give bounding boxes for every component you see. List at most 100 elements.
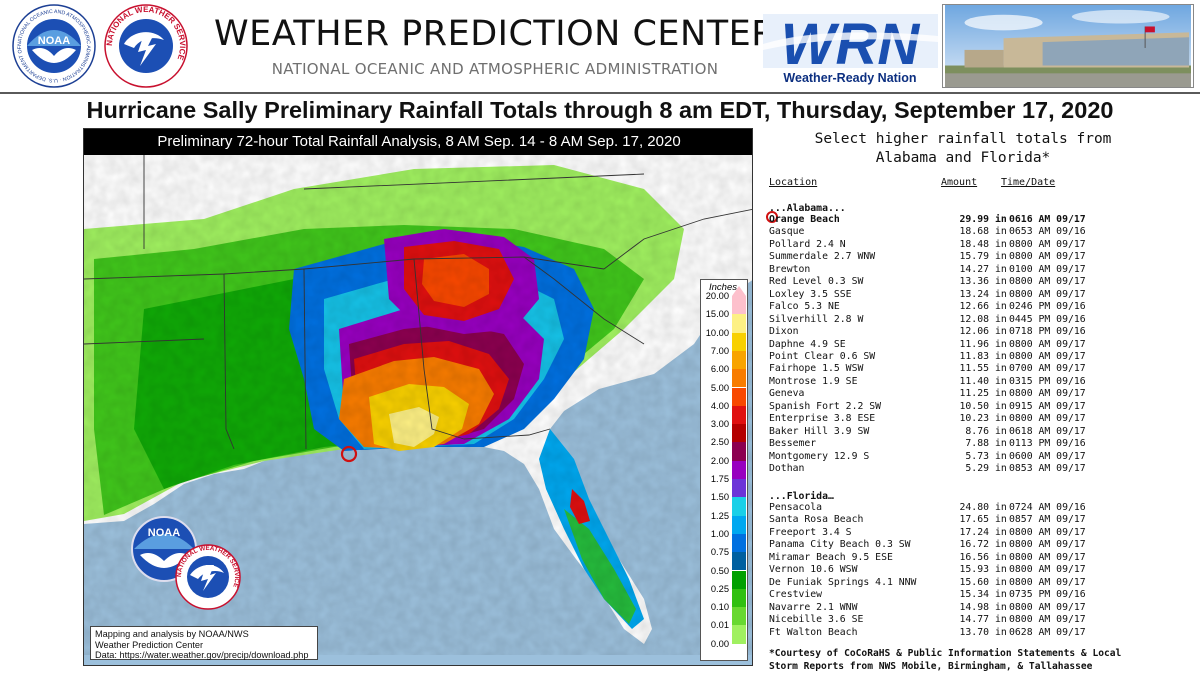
- cell-unit: in: [995, 601, 1007, 613]
- cell-location: Daphne 4.9 SE: [769, 338, 846, 350]
- cell-amount: 12.06: [959, 326, 990, 338]
- svg-text:WRN: WRN: [781, 12, 921, 77]
- cell-location: Geneva: [769, 388, 805, 400]
- legend-swatch: [732, 314, 746, 333]
- map-nws-inset-icon: NATIONAL WEATHER SERVICE: [175, 544, 241, 610]
- cell-amount: 10.50: [959, 400, 990, 412]
- legend-label: 5.00: [710, 382, 729, 393]
- legend-swatch: [732, 424, 746, 443]
- cell-location: Montrose 1.9 SE: [769, 375, 858, 387]
- cell-amount: 13.70: [959, 626, 990, 638]
- table-row: Navarre 2.1 WNW 14.98 in 0800 AM 09/17: [769, 602, 1189, 614]
- legend-swatch: [732, 588, 746, 608]
- cell-time: 0800 AM 09/17: [1009, 551, 1086, 563]
- table-row: Loxley 3.5 SSE 13.24 in 0800 AM 09/17: [769, 289, 1189, 301]
- cell-unit: in: [995, 438, 1007, 450]
- main-title: Hurricane Sally Preliminary Rainfall Tot…: [86, 97, 1114, 123]
- cell-amount: 15.34: [959, 589, 990, 601]
- section-title-alabama: ...Alabama...: [769, 203, 846, 214]
- cell-time: 0445 PM 09/16: [1009, 313, 1086, 325]
- legend-swatch: [732, 387, 746, 406]
- table-row: De Funiak Springs 4.1 NNW 15.60 in 0800 AM …: [769, 577, 1189, 589]
- cell-amount: 10.23: [959, 413, 990, 425]
- cell-amount: 11.40: [959, 375, 990, 387]
- legend-label: 1.50: [710, 492, 729, 503]
- cell-location: Spanish Fort 2.2 SW: [769, 400, 882, 412]
- cell-amount: 12.08: [959, 313, 990, 325]
- cell-location: Vernon 10.6 WSW: [769, 564, 858, 576]
- cell-unit: in: [995, 263, 1007, 275]
- table-footnote: *Courtesy of CoCoRaHS & Public Informati…: [769, 648, 1189, 673]
- cell-time: 0800 AM 09/17: [1009, 601, 1086, 613]
- svg-text:NOAA: NOAA: [38, 35, 70, 47]
- table-row: Pollard 2.4 N 18.48 in 0800 AM 09/17: [769, 239, 1189, 251]
- cell-time: 0600 AM 09/17: [1009, 450, 1086, 462]
- legend-label: 7.00: [710, 345, 729, 356]
- legend-swatch: [732, 350, 746, 370]
- table-row: Dothan 5.29 in 0853 AM 09/17: [769, 463, 1189, 475]
- table-row: Orange Beach 29.99 in 0616 AM 09/17: [769, 214, 1189, 226]
- legend-swatch: [732, 607, 746, 626]
- cell-time: 0800 AM 09/17: [1009, 564, 1086, 576]
- table-row: Point Clear 0.6 SW 11.83 in 0800 AM 09/17: [769, 351, 1189, 363]
- cell-time: 0735 PM 09/16: [1009, 589, 1086, 601]
- rainfall-map-canvas: NOAA NATIONAL WEATHER SERVICE: [84, 129, 752, 665]
- cell-location: Montgomery 12.9 S: [769, 450, 870, 462]
- table-row: Dixon 12.06 in 0718 PM 09/16: [769, 326, 1189, 338]
- cell-location: Pollard 2.4 N: [769, 238, 846, 250]
- cell-unit: in: [995, 551, 1007, 563]
- cell-amount: 17.24: [959, 526, 990, 538]
- cell-time: 0800 AM 09/17: [1009, 388, 1086, 400]
- table-row: Panama City Beach 0.3 SW 16.72 in 0800 AM 0…: [769, 539, 1189, 551]
- cell-unit: in: [995, 564, 1007, 576]
- credit-line: Data: https://water.weather.gov/precip/d…: [95, 650, 309, 660]
- state-borders: [84, 155, 752, 450]
- cell-time: 0800 AM 09/17: [1009, 539, 1086, 551]
- cell-amount: 11.55: [959, 363, 990, 375]
- footnote-line: Storm Reports from NWS Mobile, Birmingha…: [769, 660, 1093, 672]
- cell-amount: 15.60: [959, 576, 990, 588]
- cell-location: Fairhope 1.5 WSW: [769, 363, 864, 375]
- cell-time: 0800 AM 09/17: [1009, 288, 1086, 300]
- cell-location: Panama City Beach 0.3 SW: [769, 539, 911, 551]
- cell-unit: in: [995, 425, 1007, 437]
- cell-unit: in: [995, 326, 1007, 338]
- cell-location: Red Level 0.3 SW: [769, 276, 864, 288]
- column-header-location: Location: [769, 177, 818, 188]
- cell-location: Pensacola: [769, 502, 823, 513]
- cell-unit: in: [995, 626, 1007, 638]
- rainfall-table: Select higher rainfall totals from Alaba…: [763, 128, 1193, 673]
- legend-swatch: [732, 296, 746, 315]
- table-row: Daphne 4.9 SE 11.96 in 0800 AM 09/17: [769, 339, 1189, 351]
- cell-location: Crestview: [769, 589, 823, 601]
- table-row: Montgomery 12.9 S 5.73 in 0600 AM 09/17: [769, 451, 1189, 463]
- cell-time: 0724 AM 09/16: [1009, 502, 1086, 513]
- table-row: Silverhill 2.8 W 12.08 in 0445 PM 09/16: [769, 314, 1189, 326]
- table-row: Spanish Fort 2.2 SW 10.50 in 0915 AM 09/17: [769, 401, 1189, 413]
- cell-unit: in: [995, 363, 1007, 375]
- cell-location: Point Clear 0.6 SW: [769, 350, 876, 362]
- cell-location: Brewton: [769, 263, 811, 275]
- legend-label: 1.75: [710, 474, 729, 484]
- cell-amount: 14.77: [959, 614, 990, 626]
- legend-title: Inches: [709, 282, 737, 293]
- table-row: Freeport 3.4 S 17.24 in 0800 AM 09/17: [769, 527, 1189, 539]
- legend-label: 4.00: [710, 400, 729, 411]
- cell-time: 0853 AM 09/17: [1009, 463, 1086, 474]
- cell-unit: in: [995, 502, 1007, 513]
- table-row: Fairhope 1.5 WSW 11.55 in 0700 AM 09/17: [769, 363, 1189, 375]
- legend-label: 0.50: [710, 565, 729, 576]
- cell-unit: in: [995, 288, 1007, 300]
- cell-time: 0113 PM 09/16: [1009, 438, 1086, 450]
- cell-time: 0100 AM 09/17: [1009, 263, 1086, 275]
- cell-time: 0628 AM 09/17: [1009, 626, 1086, 638]
- rainfall-legend: Inches 20.00 15.00 10.00 7.00 6.00 5.00 4.00 3.…: [700, 279, 748, 661]
- legend-label: 1.25: [710, 510, 729, 521]
- table-row: Enterprise 3.8 ESE 10.23 in 0800 AM 09/17: [769, 413, 1189, 425]
- noaa-logo-icon: NOAA NATIONAL OCEANIC AND ATMOSPHERIC AD…: [12, 4, 96, 88]
- table-row: Santa Rosa Beach 17.65 in 0857 AM 09/17: [769, 514, 1189, 526]
- legend-swatch: [732, 369, 746, 388]
- legend-label: 0.01: [710, 620, 729, 631]
- cell-location: Loxley 3.5 SSE: [769, 288, 852, 300]
- cell-time: 0618 AM 09/17: [1009, 425, 1086, 437]
